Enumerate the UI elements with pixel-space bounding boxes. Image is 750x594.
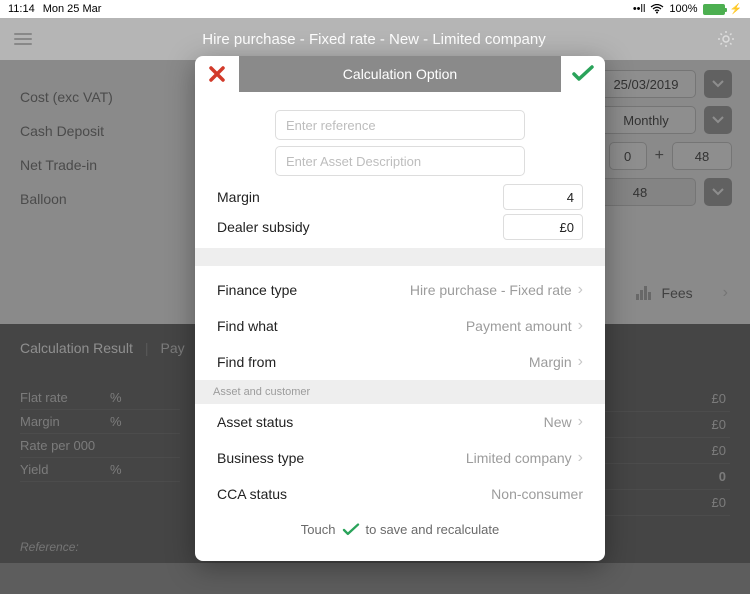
cca-status-row: CCA status Non-consumer — [213, 476, 587, 512]
modal-footer-hint: Touch to save and recalculate — [213, 512, 587, 551]
chevron-right-icon: › — [578, 413, 583, 431]
margin-label: Margin — [217, 189, 260, 205]
gear-icon[interactable] — [716, 29, 736, 49]
business-type-row[interactable]: Business type Limited company› — [213, 440, 587, 476]
asset-description-input[interactable]: Enter Asset Description — [275, 146, 525, 176]
signal-icon: ••ll — [633, 3, 646, 15]
chevron-right-icon: › — [578, 353, 583, 371]
margin-input[interactable]: 4 — [503, 184, 583, 210]
page-title: Hire purchase - Fixed rate - New - Limit… — [202, 31, 545, 48]
dealer-subsidy-input[interactable]: £0 — [503, 214, 583, 240]
status-date: Mon 25 Mar — [43, 3, 102, 15]
calculation-option-modal: Calculation Option Enter reference Enter… — [195, 56, 605, 561]
dealer-subsidy-label: Dealer subsidy — [217, 219, 310, 235]
menu-icon[interactable] — [14, 33, 32, 45]
charging-icon: ⚡ — [730, 4, 742, 15]
modal-title: Calculation Option — [239, 66, 561, 82]
check-icon — [342, 523, 360, 537]
status-time: 11:14 — [8, 3, 35, 15]
chevron-right-icon: › — [578, 281, 583, 299]
chevron-right-icon: › — [578, 449, 583, 467]
reference-input[interactable]: Enter reference — [275, 110, 525, 140]
find-what-row[interactable]: Find what Payment amount› — [213, 308, 587, 344]
chevron-right-icon: › — [578, 317, 583, 335]
section-asset-customer: Asset and customer — [195, 380, 605, 404]
find-from-row[interactable]: Find from Margin› — [213, 344, 587, 380]
status-bar: 11:14 Mon 25 Mar ••ll 100% ⚡ — [0, 0, 750, 18]
wifi-icon — [650, 4, 664, 14]
confirm-button[interactable] — [561, 56, 605, 92]
battery-percent: 100% — [669, 3, 697, 15]
close-button[interactable] — [195, 56, 239, 92]
nav-bar: Hire purchase - Fixed rate - New - Limit… — [0, 18, 750, 60]
finance-type-row[interactable]: Finance type Hire purchase - Fixed rate› — [213, 272, 587, 308]
battery-icon — [703, 4, 725, 15]
asset-status-row[interactable]: Asset status New› — [213, 404, 587, 440]
